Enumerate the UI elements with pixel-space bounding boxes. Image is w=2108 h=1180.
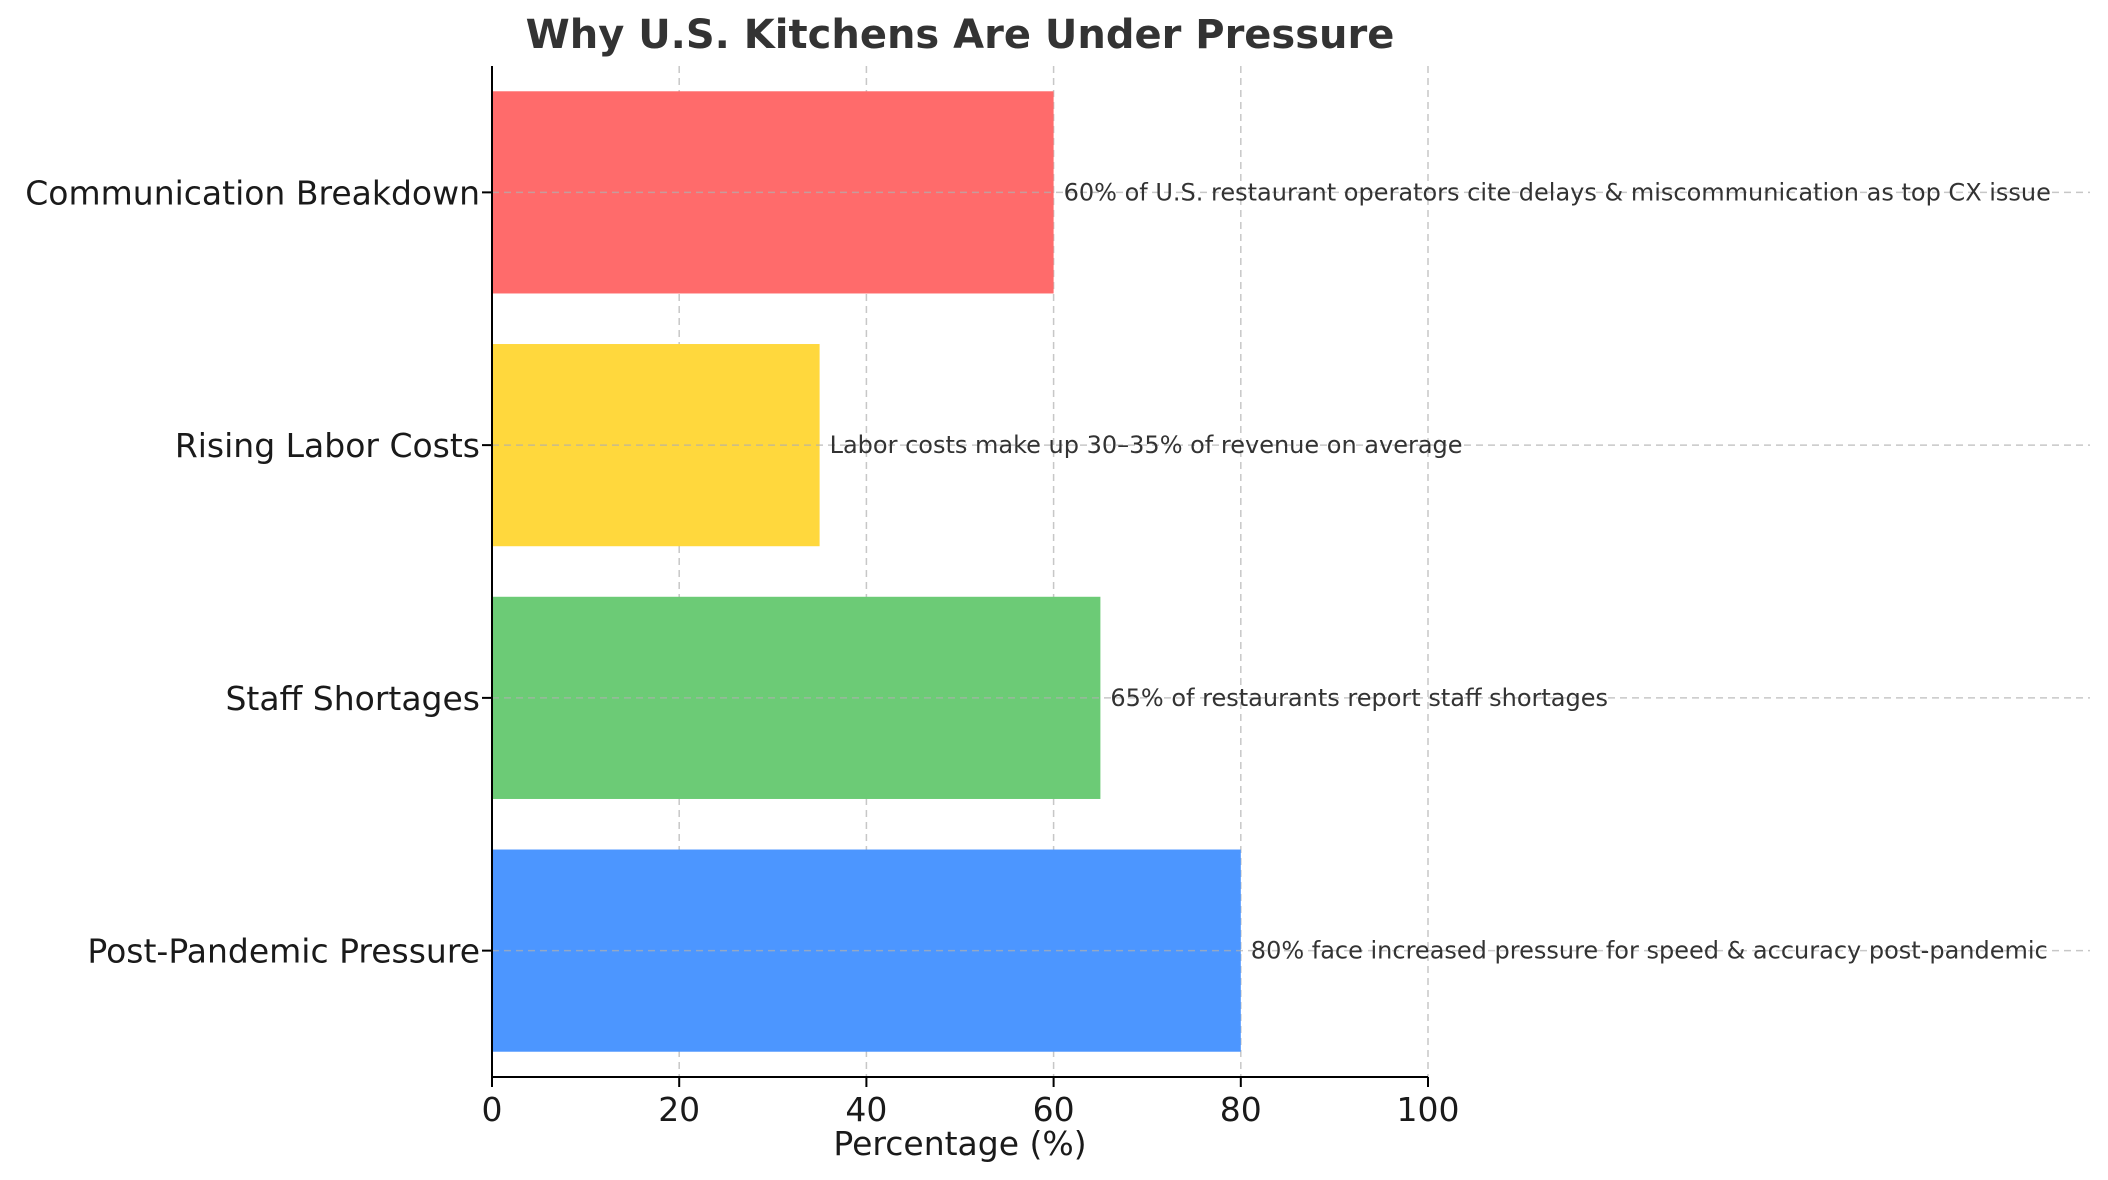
- y-tick-label: Communication Breakdown: [25, 173, 480, 212]
- x-tick-label: 100: [1397, 1090, 1460, 1129]
- data-annotation: 80% face increased pressure for speed & …: [1251, 937, 2048, 965]
- x-axis-label: Percentage (%): [833, 1124, 1086, 1163]
- x-tick-label: 20: [658, 1090, 700, 1129]
- y-tick-label: Post-Pandemic Pressure: [87, 932, 480, 971]
- y-tick-label: Staff Shortages: [225, 679, 480, 718]
- axes: [482, 66, 1429, 1087]
- labels: 0 20 40 60 80 100 Post-Pandemic Pressure 80% fa…: [25, 173, 2051, 1129]
- y-tick-label: Rising Labor Costs: [175, 426, 480, 465]
- x-tick-label: 0: [482, 1090, 503, 1129]
- data-annotation: 65% of restaurants report staff shortage…: [1110, 684, 1608, 712]
- data-annotation: 60% of U.S. restaurant operators cite de…: [1064, 178, 2051, 206]
- x-tick-label: 40: [845, 1090, 887, 1129]
- data-annotation: Labor costs make up 30–35% of revenue on…: [830, 431, 1463, 459]
- chart-title: Why U.S. Kitchens Are Under Pressure: [526, 12, 1395, 58]
- x-tick-label: 80: [1220, 1090, 1262, 1129]
- category-grid-lines: [492, 191, 2090, 952]
- x-tick-label: 60: [1033, 1090, 1075, 1129]
